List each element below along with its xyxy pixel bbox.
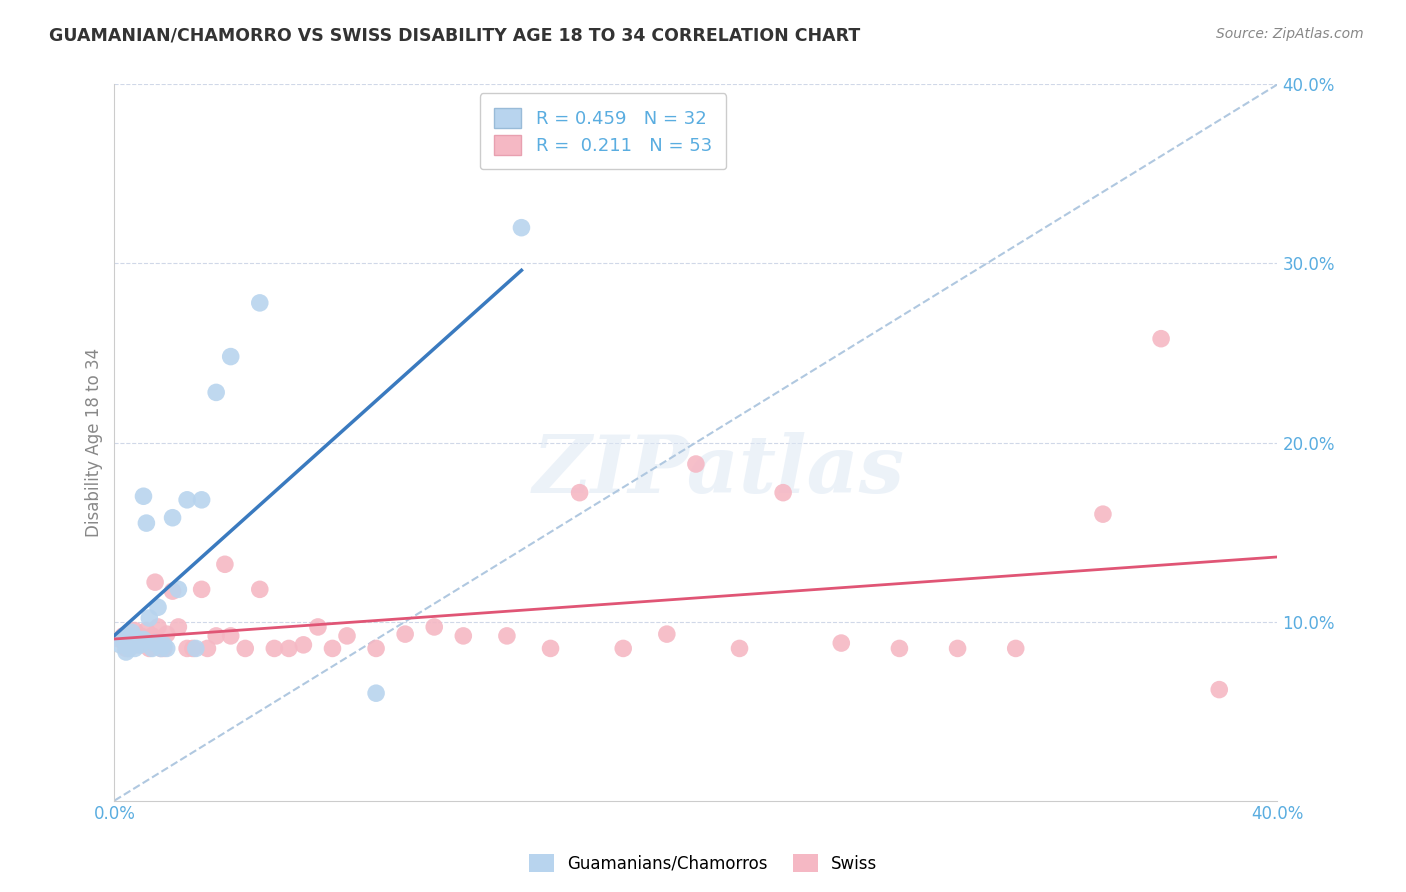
Point [162, 584, 184, 599]
Point [127, 638, 149, 652]
Point [124, 624, 146, 638]
Y-axis label: Disability Age 18 to 34: Disability Age 18 to 34 [86, 348, 103, 537]
Point [132, 632, 155, 647]
Point [138, 641, 160, 656]
Point [830, 636, 852, 650]
Text: GUAMANIAN/CHAMORRO VS SWISS DISABILITY AGE 18 TO 34 CORRELATION CHART: GUAMANIAN/CHAMORRO VS SWISS DISABILITY A… [49, 27, 860, 45]
Point [153, 641, 176, 656]
Point [364, 641, 387, 656]
Point [167, 582, 190, 597]
Point [176, 492, 198, 507]
Point [249, 296, 271, 310]
Point [496, 629, 519, 643]
Point [1208, 682, 1230, 697]
Point [118, 629, 141, 643]
Legend: Guamanians/Chamorros, Swiss: Guamanians/Chamorros, Swiss [522, 847, 884, 880]
Point [146, 600, 169, 615]
Point [184, 641, 207, 656]
Text: ZIPatlas: ZIPatlas [533, 433, 905, 510]
Point [772, 485, 794, 500]
Point [190, 492, 212, 507]
Point [181, 641, 204, 656]
Point [277, 641, 299, 656]
Point [197, 641, 219, 656]
Point [143, 575, 166, 590]
Point [135, 516, 157, 530]
Point [129, 629, 152, 643]
Point [115, 641, 138, 656]
Point [394, 627, 416, 641]
Point [162, 510, 184, 524]
Point [138, 611, 160, 625]
Point [149, 641, 172, 656]
Point [219, 629, 242, 643]
Point [167, 620, 190, 634]
Point [141, 629, 163, 643]
Point [321, 641, 343, 656]
Point [364, 686, 387, 700]
Point [141, 641, 163, 656]
Point [1004, 641, 1026, 656]
Point [153, 638, 176, 652]
Point [112, 632, 135, 647]
Point [336, 629, 359, 643]
Point [110, 638, 132, 652]
Point [115, 645, 138, 659]
Point [889, 641, 911, 656]
Point [127, 632, 149, 647]
Point [655, 627, 678, 641]
Point [110, 632, 132, 647]
Point [205, 385, 228, 400]
Point [118, 641, 141, 656]
Point [135, 624, 157, 638]
Point [453, 629, 475, 643]
Point [423, 620, 446, 634]
Point [205, 629, 228, 643]
Point [132, 632, 155, 647]
Point [149, 641, 172, 656]
Point [112, 629, 135, 643]
Point [124, 632, 146, 647]
Point [685, 457, 707, 471]
Point [176, 641, 198, 656]
Point [292, 638, 315, 652]
Point [190, 582, 212, 597]
Point [214, 558, 236, 572]
Point [121, 636, 143, 650]
Point [146, 620, 169, 634]
Point [118, 641, 141, 656]
Point [1091, 507, 1114, 521]
Point [121, 625, 143, 640]
Point [219, 350, 242, 364]
Point [129, 638, 152, 652]
Point [156, 627, 179, 641]
Point [946, 641, 969, 656]
Point [233, 641, 256, 656]
Point [124, 641, 146, 656]
Point [540, 641, 562, 656]
Point [510, 220, 533, 235]
Point [115, 636, 138, 650]
Legend: R = 0.459   N = 32, R =  0.211   N = 53: R = 0.459 N = 32, R = 0.211 N = 53 [479, 94, 727, 169]
Point [249, 582, 271, 597]
Point [307, 620, 329, 634]
Point [156, 641, 179, 656]
Point [612, 641, 634, 656]
Text: Source: ZipAtlas.com: Source: ZipAtlas.com [1216, 27, 1364, 41]
Point [132, 489, 155, 503]
Point [728, 641, 751, 656]
Point [121, 632, 143, 647]
Point [568, 485, 591, 500]
Point [263, 641, 285, 656]
Point [143, 636, 166, 650]
Point [1150, 332, 1173, 346]
